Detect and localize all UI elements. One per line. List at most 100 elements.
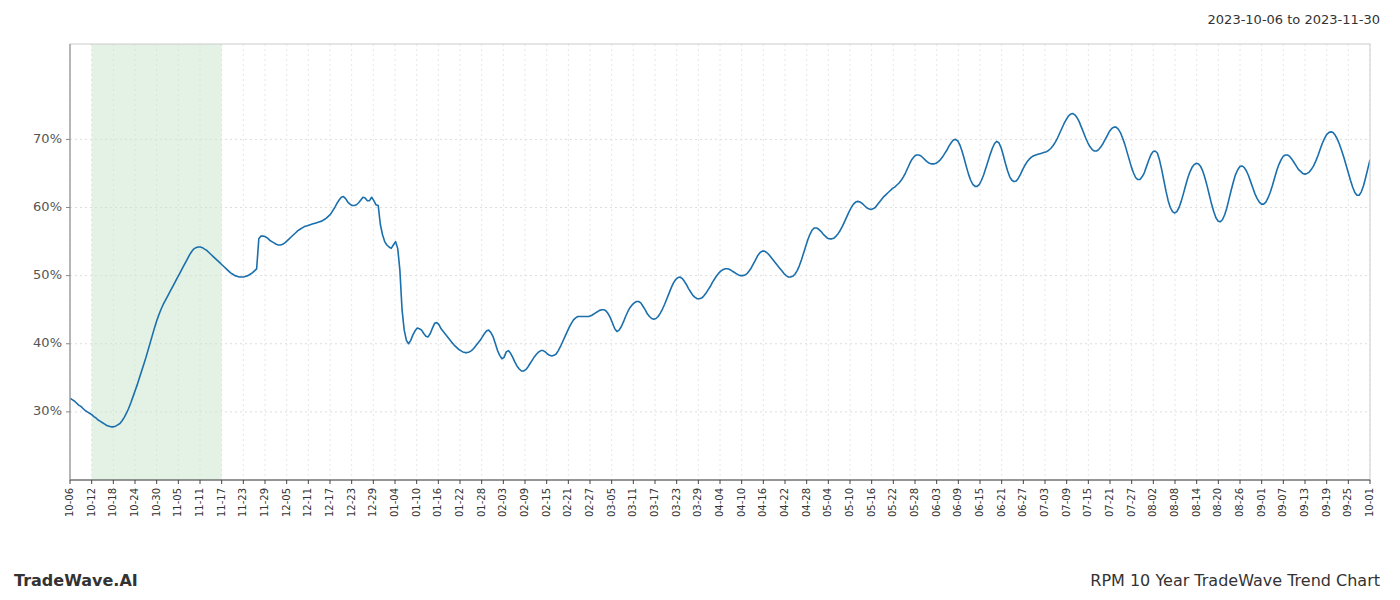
x-tick-label: 08-08 <box>1169 488 1180 517</box>
x-grid-line <box>915 44 916 480</box>
x-tick <box>633 480 634 484</box>
x-tick <box>1110 480 1111 484</box>
x-tick <box>221 480 222 484</box>
x-grid-line <box>1001 44 1002 480</box>
y-grid-line <box>70 411 1370 412</box>
x-tick <box>308 480 309 484</box>
x-tick-label: 03-17 <box>649 488 660 517</box>
x-tick-label: 04-04 <box>714 488 725 517</box>
x-grid-line <box>611 44 612 480</box>
x-grid-line <box>871 44 872 480</box>
x-grid-line <box>351 44 352 480</box>
chart: 30%40%50%60%70%10-0610-1210-1810-2410-30… <box>0 0 1400 600</box>
x-grid-line <box>785 44 786 480</box>
x-tick <box>611 480 612 484</box>
x-tick-label: 04-28 <box>801 488 812 517</box>
x-tick-label: 11-11 <box>194 488 205 517</box>
x-grid-line <box>958 44 959 480</box>
x-grid-line <box>980 44 981 480</box>
x-tick-label: 12-29 <box>367 488 378 517</box>
x-tick <box>156 480 157 484</box>
x-tick-label: 12-17 <box>324 488 335 517</box>
x-grid-line <box>525 44 526 480</box>
x-tick <box>113 480 114 484</box>
y-tick-label: 30% <box>33 403 62 418</box>
x-grid-line <box>503 44 504 480</box>
x-tick <box>893 480 894 484</box>
x-grid-line <box>741 44 742 480</box>
axes: 30%40%50%60%70%10-0610-1210-1810-2410-30… <box>33 44 1375 517</box>
x-tick <box>243 480 244 484</box>
x-grid-line <box>1218 44 1219 480</box>
x-tick <box>1283 480 1284 484</box>
x-tick-label: 03-23 <box>671 488 682 517</box>
x-tick <box>806 480 807 484</box>
x-tick-label: 09-07 <box>1277 488 1288 517</box>
y-grid-line <box>70 207 1370 208</box>
x-tick-label: 10-18 <box>107 488 118 517</box>
y-tick <box>66 343 70 344</box>
x-tick <box>1001 480 1002 484</box>
x-grid-line <box>438 44 439 480</box>
x-tick-label: 08-02 <box>1147 488 1158 517</box>
x-tick <box>1153 480 1154 484</box>
annotation: TradeWave.AI <box>14 571 138 590</box>
title: RPM 10 Year TradeWave Trend Chart <box>1090 571 1380 590</box>
x-grid-line <box>1348 44 1349 480</box>
x-tick <box>1326 480 1327 484</box>
x-tick-label: 10-01 <box>1364 488 1375 517</box>
x-tick <box>1131 480 1132 484</box>
x-tick-label: 01-22 <box>454 488 465 517</box>
x-grid-line <box>308 44 309 480</box>
x-grid-line <box>1066 44 1067 480</box>
x-tick <box>200 480 201 484</box>
x-grid-line <box>893 44 894 480</box>
x-tick <box>178 480 179 484</box>
trend-line <box>70 113 1370 426</box>
x-grid-line <box>763 44 764 480</box>
x-grid-line <box>936 44 937 480</box>
x-tick-label: 02-03 <box>497 488 508 517</box>
x-tick-label: 08-14 <box>1191 488 1202 517</box>
x-grid-line <box>330 44 331 480</box>
x-grid-line <box>1305 44 1306 480</box>
x-tick <box>373 480 374 484</box>
plot-frame <box>70 44 1370 480</box>
x-tick-label: 02-15 <box>541 488 552 517</box>
x-tick-label: 03-29 <box>692 488 703 517</box>
x-tick-label: 02-09 <box>519 488 530 517</box>
x-tick <box>70 480 71 484</box>
x-grid-line <box>1110 44 1111 480</box>
x-tick <box>720 480 721 484</box>
x-tick <box>828 480 829 484</box>
x-tick-label: 02-21 <box>562 488 573 517</box>
x-tick-label: 05-28 <box>909 488 920 517</box>
y-tick-label: 40% <box>33 335 62 350</box>
x-tick <box>676 480 677 484</box>
y-axis-line <box>70 44 71 480</box>
x-tick <box>416 480 417 484</box>
plot-data <box>70 44 1370 480</box>
y-tick <box>66 139 70 140</box>
y-tick-label: 50% <box>33 267 62 282</box>
shaded-span <box>92 44 222 480</box>
x-tick <box>763 480 764 484</box>
x-tick <box>503 480 504 484</box>
x-grid-line <box>416 44 417 480</box>
x-tick-label: 12-23 <box>346 488 357 517</box>
x-tick <box>1370 480 1371 484</box>
x-grid-line <box>1240 44 1241 480</box>
x-tick-label: 03-05 <box>606 488 617 517</box>
x-tick-label: 12-11 <box>302 488 313 517</box>
x-tick <box>1088 480 1089 484</box>
x-tick <box>936 480 937 484</box>
x-tick <box>1261 480 1262 484</box>
x-tick-label: 04-22 <box>779 488 790 517</box>
x-tick <box>546 480 547 484</box>
y-tick-label: 60% <box>33 199 62 214</box>
x-grid-line <box>1153 44 1154 480</box>
x-tick <box>958 480 959 484</box>
x-tick-label: 07-27 <box>1126 488 1137 517</box>
x-grid-line <box>720 44 721 480</box>
x-tick-label: 10-12 <box>86 488 97 517</box>
